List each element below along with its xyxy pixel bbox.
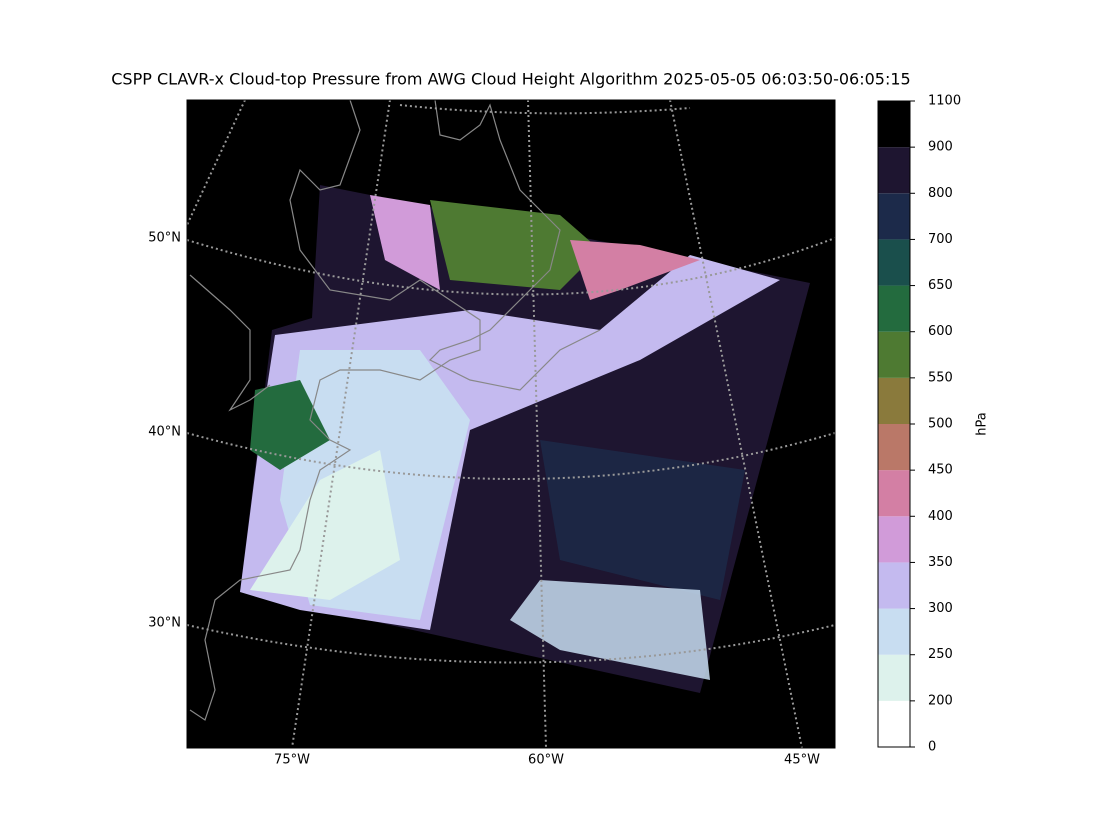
graticule	[527, 99, 547, 749]
cloud-rose	[570, 240, 700, 300]
lon-label: 75°W	[274, 753, 310, 768]
colorbar-swatch	[878, 285, 910, 332]
lat-label: 50°N	[148, 231, 181, 246]
graticule	[186, 432, 836, 480]
colorbar-tick-label: 500	[928, 417, 953, 432]
colorbar-swatch	[878, 608, 910, 655]
colorbar-swatch	[878, 654, 910, 701]
colorbar-tick-label: 0	[928, 740, 936, 755]
lon-label: 45°W	[784, 753, 820, 768]
coastline	[189, 274, 271, 412]
cloud-top	[250, 450, 400, 600]
colorbar-swatch	[878, 700, 910, 747]
map	[186, 99, 836, 749]
colorbar-tick-label: 1100	[928, 94, 961, 109]
colorbar-tick-label: 250	[928, 647, 953, 662]
colorbar-tick-label: 300	[928, 601, 953, 616]
colorbar-swatch	[878, 147, 910, 194]
colorbar-tick-label: 350	[928, 555, 953, 570]
lat-label: 30°N	[148, 616, 181, 631]
colorbar-tick-label: 550	[928, 370, 953, 385]
colorbar-swatch	[878, 331, 910, 378]
colorbar-tick-label: 900	[928, 140, 953, 155]
graticule	[186, 237, 836, 296]
map-title: CSPP CLAVR-x Cloud-top Pressure from AWG…	[111, 70, 910, 89]
colorbar-label: hPa	[975, 412, 990, 435]
graticule	[291, 99, 391, 749]
coastline	[189, 99, 481, 721]
colorbar-swatch	[878, 101, 910, 148]
colorbar-swatch	[878, 562, 910, 609]
graticule	[186, 624, 836, 664]
colorbar: 0 200 250 300 350 400 450 500 550 600 650 700 800 900…	[877, 94, 961, 755]
colorbar-tick-label: 800	[928, 186, 953, 201]
colorbar-tick-label: 400	[928, 509, 953, 524]
colorbar-swatch	[878, 516, 910, 563]
colorbar-swatch	[878, 470, 910, 517]
colorbar-swatch	[878, 239, 910, 286]
colorbar-tick-label: 200	[928, 693, 953, 708]
colorbar-tick-label: 700	[928, 232, 953, 247]
lat-label: 40°N	[148, 425, 181, 440]
colorbar-swatch	[878, 424, 910, 471]
colorbar-swatch	[878, 377, 910, 424]
cloud-pink	[370, 195, 440, 290]
cloud-low	[430, 200, 600, 290]
cloud-green	[250, 380, 330, 470]
coastline	[428, 99, 601, 391]
colorbar-swatch	[878, 193, 910, 240]
colorbar-tick-label: 450	[928, 463, 953, 478]
graticule	[669, 99, 803, 749]
map-frame	[186, 99, 836, 749]
colorbar-tick-label: 650	[928, 278, 953, 293]
colorbar-tick-label: 600	[928, 324, 953, 339]
lon-label: 60°W	[528, 753, 564, 768]
graticule	[399, 104, 691, 115]
cloud-mid	[540, 440, 745, 600]
